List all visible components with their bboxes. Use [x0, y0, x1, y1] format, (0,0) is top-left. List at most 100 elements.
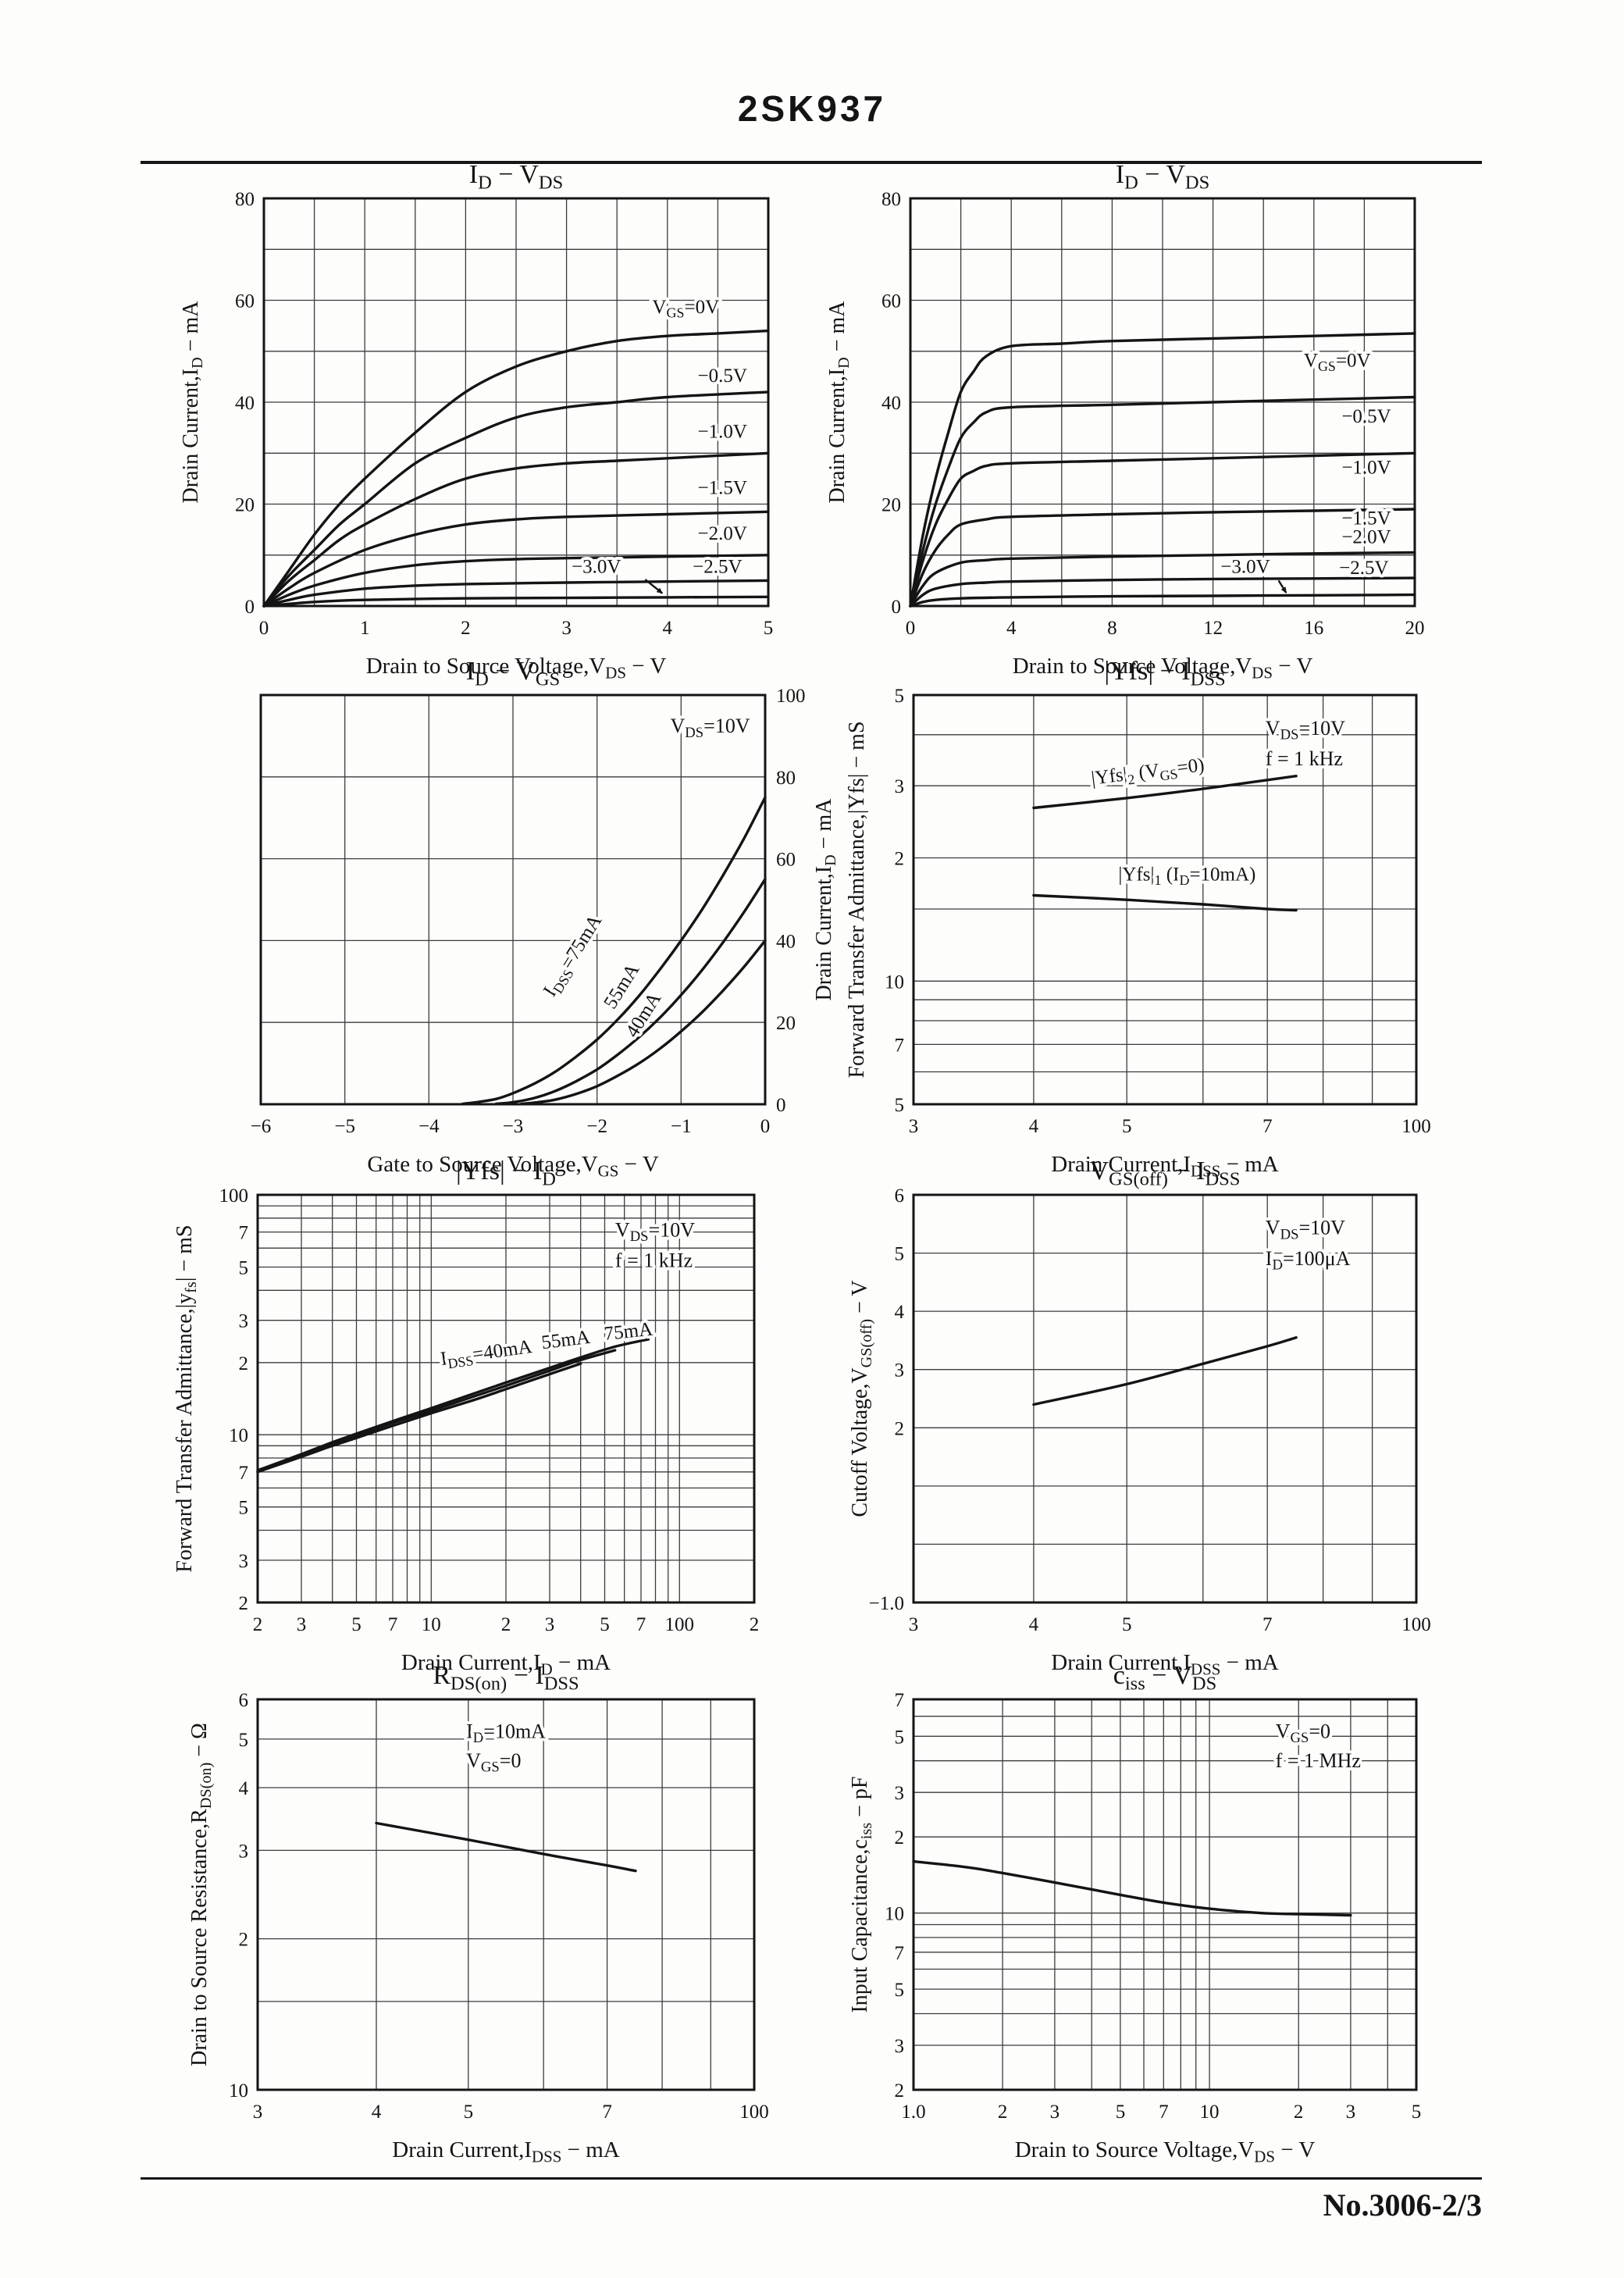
condition-note: VDS=10V	[615, 1218, 695, 1245]
curve-label: −3.0V	[572, 557, 621, 578]
y-tick-label: 7	[895, 1035, 905, 1056]
condition-note: f = 1 kHz	[615, 1249, 693, 1271]
y-tick-label: 3	[895, 2036, 905, 2057]
x-tick-label: 3	[297, 1614, 307, 1635]
curve-rds-on-	[375, 1821, 637, 1873]
curve-vgs--2.0v	[909, 551, 1416, 608]
condition-note: VDS=10V	[1266, 717, 1345, 743]
y-tick-label: 40	[235, 393, 255, 414]
chart-id-vds-5v: VGS=0V −0.5V −1.0V −1.5V −2.0V −2.5V −3.0V 0 1 2 3…	[179, 160, 773, 682]
y-tick-label: 80	[776, 768, 796, 789]
x-tick-label: 12	[1203, 618, 1223, 639]
grid	[261, 695, 765, 1104]
curve-label: −2.0V	[1341, 527, 1391, 548]
condition-note: VGS=0	[466, 1749, 521, 1776]
curve-vgs--1.5v	[909, 508, 1416, 608]
x-tick-label: 2	[750, 1614, 760, 1635]
x-tick-label: 2	[461, 618, 471, 639]
label-arrow	[644, 579, 664, 594]
y-tick-label: 3	[895, 1360, 905, 1381]
y-tick-label: 5	[895, 1244, 905, 1265]
curve-vgs--0.5v	[909, 395, 1416, 608]
curve-vgs--3.0v	[262, 595, 770, 608]
x-tick-label: 7	[1159, 2102, 1169, 2123]
page-number: No.3006-2/3	[1323, 2187, 1482, 2223]
condition-note: ID=10mA	[466, 1720, 546, 1747]
y-tick-label: 5	[895, 1980, 905, 2001]
x-axis-label: Gate to Source Voltage,VGS − V	[367, 1152, 658, 1180]
curve-vgs--2.5v	[262, 579, 770, 608]
curve-ciss	[912, 1859, 1352, 1917]
y-tick-label: 3	[895, 776, 905, 797]
grid	[258, 1195, 754, 1602]
condition-note: VDS=10V	[670, 715, 750, 741]
x-tick-label: 10	[1200, 2102, 1220, 2123]
curve--yfs-1-id-10ma-	[1032, 893, 1298, 912]
x-tick-label: 2	[501, 1614, 511, 1635]
y-tick-label: 60	[235, 291, 255, 312]
x-tick-label: 5	[1116, 2102, 1126, 2123]
grid	[914, 1699, 1416, 2090]
curve-vgs--2.5v	[909, 576, 1416, 608]
y-tick-label: 3	[239, 1551, 249, 1572]
condition-note: f = 1 kHz	[1266, 747, 1343, 770]
chart-title: ciss − VDS	[1113, 1661, 1216, 1695]
x-axis-label: Drain to Source Voltage,VDS − V	[1013, 654, 1313, 682]
curve-idss-55ma	[494, 878, 767, 1106]
y-tick-label: 2	[895, 1418, 905, 1439]
chart-yfs-idss: |Yfs|2 (VGS=0) |Yfs|1 (ID=10mA) VDS=10V f =…	[845, 657, 1431, 1180]
y-tick-label: 40	[776, 931, 796, 952]
y-tick-label: 40	[881, 393, 901, 414]
y-tick-label: 20	[881, 495, 901, 516]
curve-idss-40ma	[256, 1362, 582, 1474]
x-tick-label: 16	[1304, 618, 1323, 639]
y-tick-label: 4	[239, 1778, 249, 1799]
y-tick-label: 80	[235, 189, 255, 210]
plot-border	[262, 197, 770, 608]
y-tick-label: 5	[895, 1727, 905, 1748]
y-tick-label: 3	[239, 1841, 249, 1862]
y-tick-label: 6	[895, 1185, 905, 1207]
grid	[910, 198, 1415, 606]
y-tick-label: 10	[229, 2080, 248, 2102]
x-tick-label: 7	[1263, 1614, 1273, 1635]
x-tick-label: 5	[600, 1614, 610, 1635]
plot-border	[912, 1698, 1418, 2091]
y-tick-label: 7	[895, 1943, 905, 1964]
x-tick-label: −4	[418, 1116, 440, 1137]
x-tick-label: −5	[334, 1116, 355, 1137]
curve-label: −3.0V	[1220, 557, 1270, 578]
x-tick-label: 100	[665, 1614, 695, 1635]
x-tick-label: 1.0	[901, 2102, 925, 2123]
curve-idss-40ma	[520, 939, 767, 1106]
chart-id-vds-20v: VGS=0V −0.5V −1.0V −1.5V−2.0V −2.5V −3.0V 0 4 8 1…	[825, 160, 1425, 682]
x-tick-label: 5	[1122, 1614, 1132, 1635]
y-axis-label: Forward Transfer Admittance,|yfs| − mS	[173, 1225, 200, 1572]
y-tick-label: 5	[239, 1498, 249, 1519]
y-tick-label: 5	[239, 1730, 249, 1751]
x-tick-label: 5	[351, 1614, 361, 1635]
x-tick-label: 10	[422, 1614, 441, 1635]
x-tick-label: 2	[253, 1614, 263, 1635]
y-tick-label: 6	[239, 1690, 249, 1711]
x-tick-label: 100	[739, 2102, 769, 2123]
x-axis-label: Drain to Source Voltage,VDS − V	[1015, 2137, 1316, 2166]
chart-title: VGS(off) − IDSS	[1090, 1157, 1241, 1190]
x-tick-label: 4	[1029, 1614, 1039, 1635]
x-tick-label: 100	[1401, 1614, 1431, 1635]
curve-vgs--3.0v	[909, 593, 1416, 608]
y-tick-label: 5	[239, 1257, 249, 1278]
chart-vgsoff-idss: VDS=10V ID=100μA 3 4 5 7 100 6 5 4 3 2 −1.0 VGS(off) …	[848, 1157, 1431, 1678]
grid	[264, 198, 768, 606]
y-tick-label: 3	[895, 1783, 905, 1804]
y-axis-label: Cutoff Voltage,VGS(off) − V	[848, 1280, 875, 1517]
bottom-rule	[141, 2177, 1482, 2180]
x-tick-label: 1	[360, 618, 370, 639]
curve-label: IDSS=75mA	[540, 911, 608, 1002]
curve-label: IDSS=40mA	[440, 1336, 534, 1373]
y-tick-label: 7	[239, 1463, 249, 1484]
plot-border	[912, 1193, 1418, 1604]
x-tick-label: 2	[1294, 2102, 1304, 2123]
